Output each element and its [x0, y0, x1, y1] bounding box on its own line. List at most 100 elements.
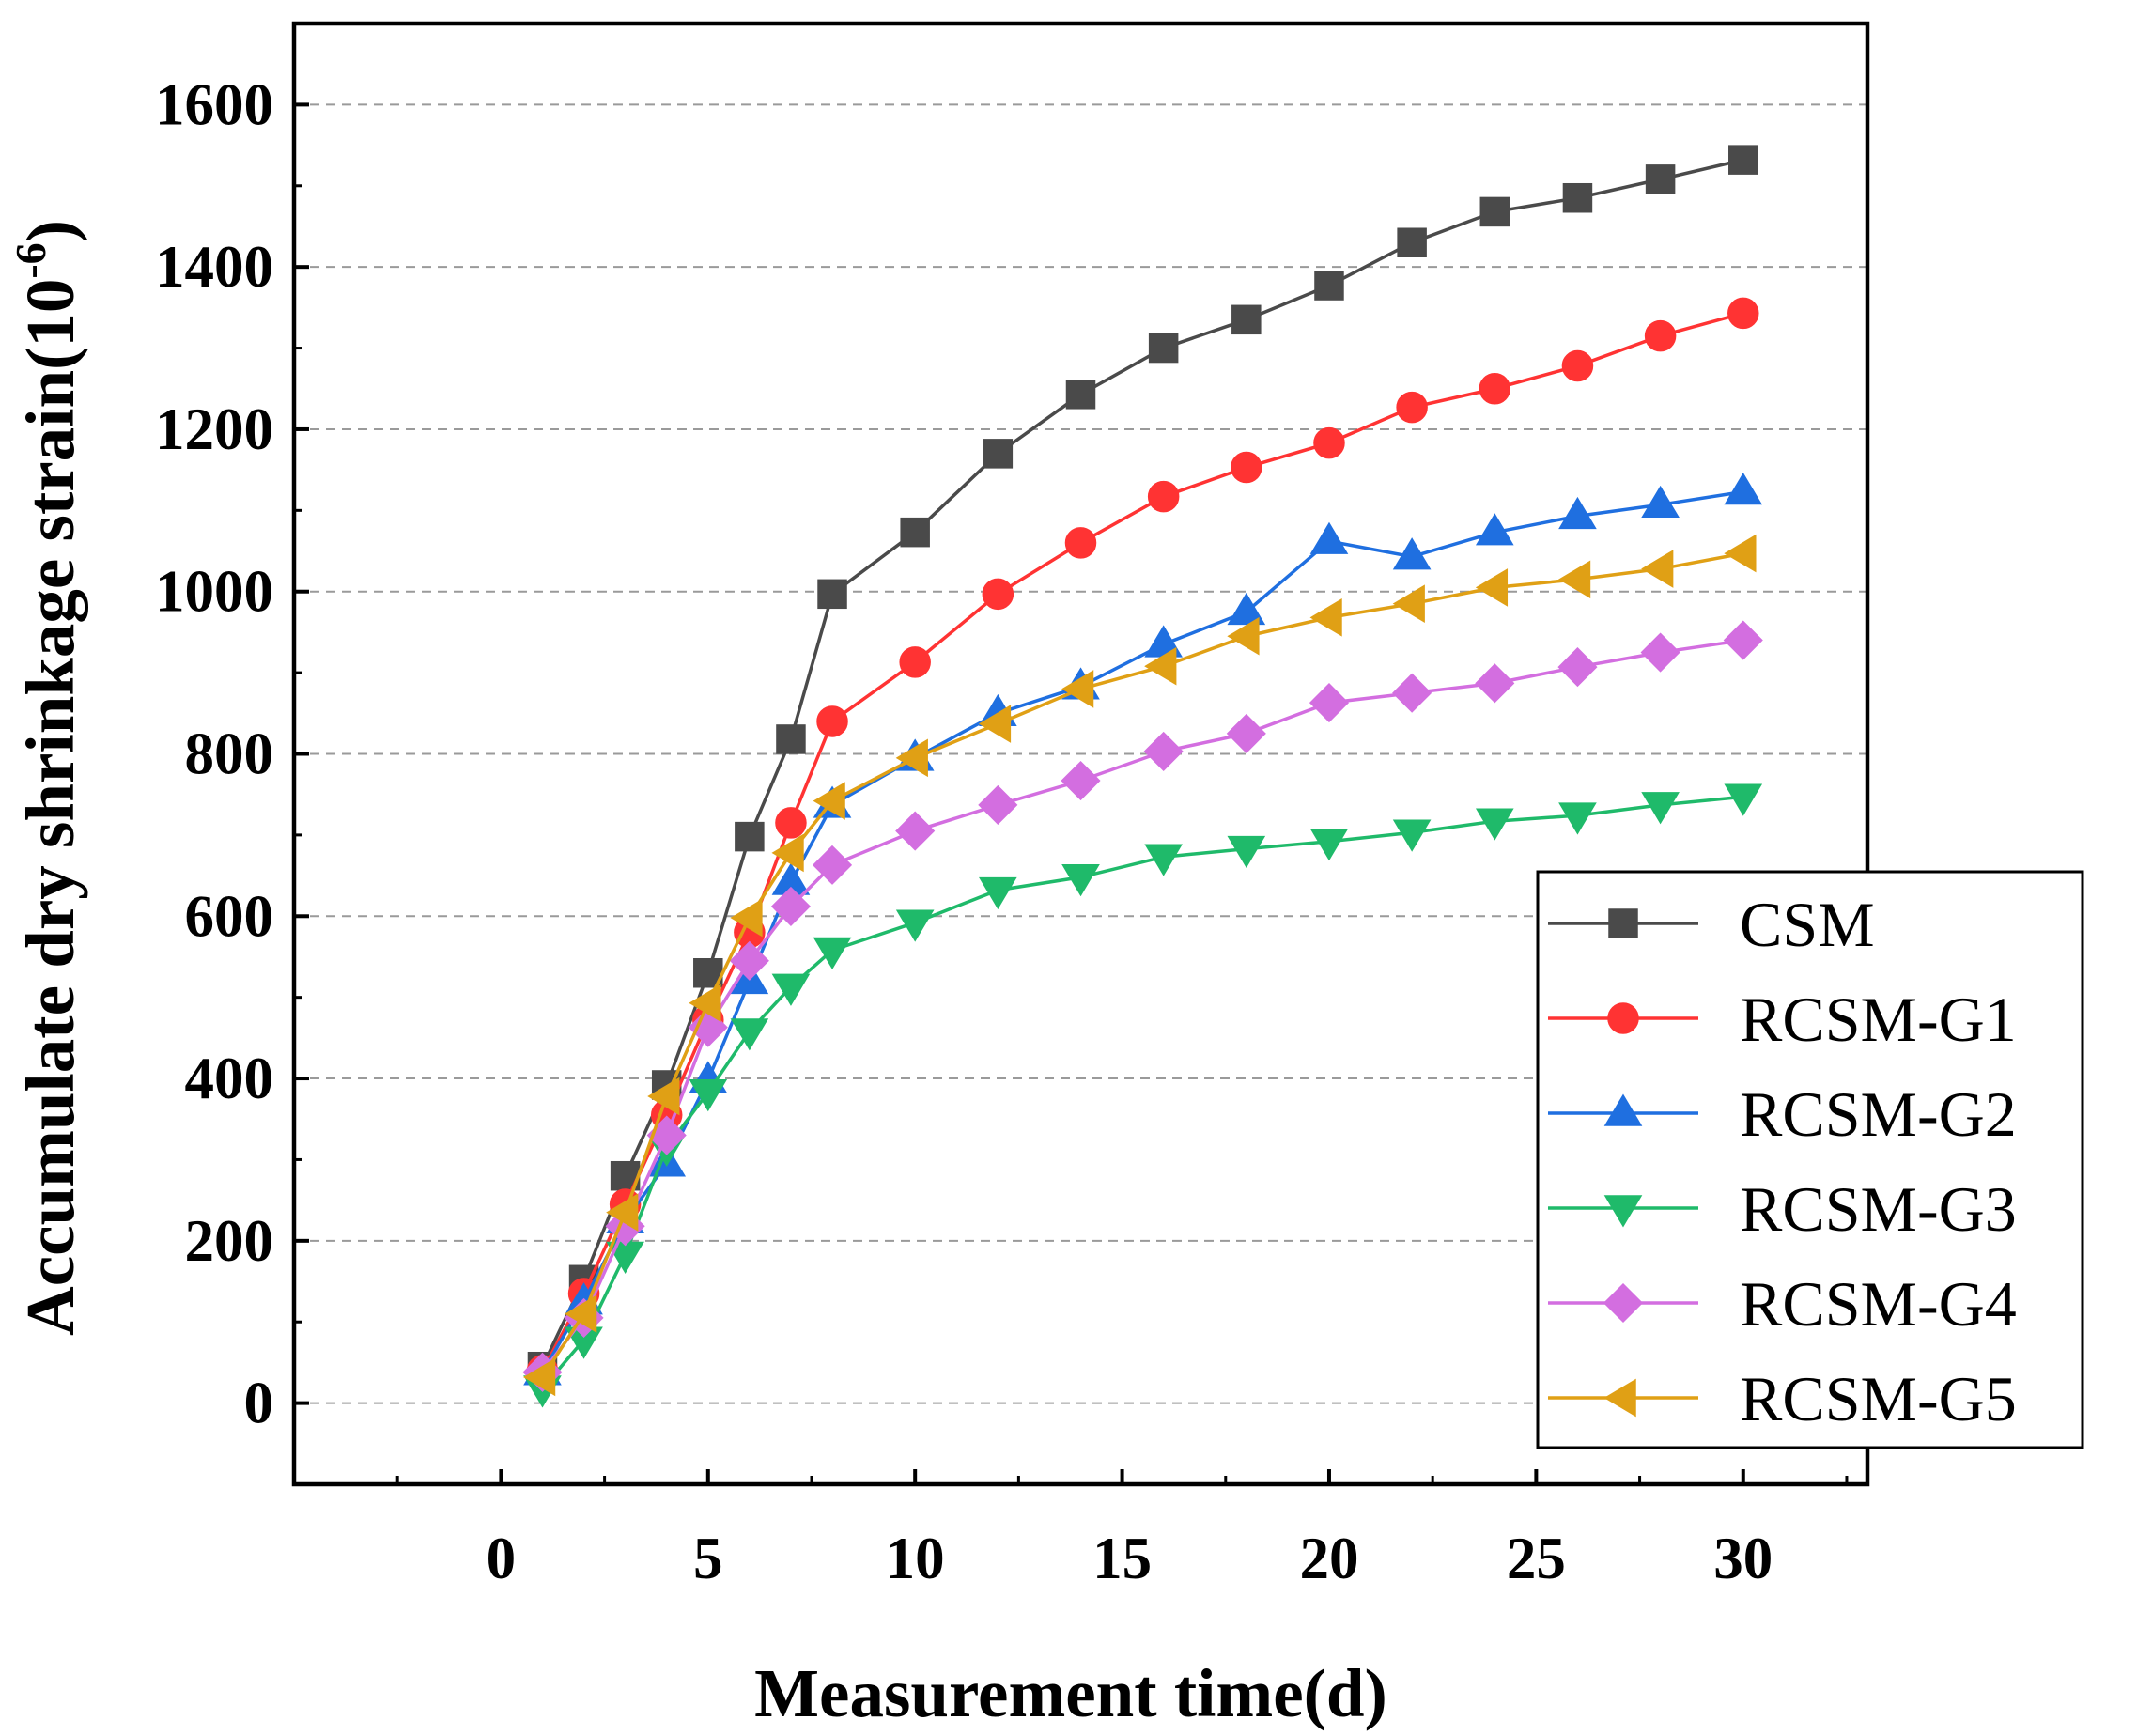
data-point-csm — [817, 579, 847, 610]
x-tick-label: 25 — [1507, 1526, 1566, 1591]
data-point-rcsm-g5 — [565, 1294, 597, 1333]
data-point-rcsm-g5 — [1144, 646, 1177, 686]
legend-marker-csm — [1608, 908, 1638, 938]
legend-label-rcsm-g2: RCSM-G2 — [1740, 1078, 2017, 1150]
data-point-rcsm-g3 — [1227, 835, 1266, 869]
data-point-rcsm-g3 — [771, 973, 811, 1006]
data-point-rcsm-g1 — [982, 578, 1014, 611]
x-axis-title: Measurement time(d) — [754, 1655, 1387, 1731]
data-point-rcsm-g5 — [813, 782, 845, 820]
series-rcsm-g4 — [522, 620, 1763, 1392]
data-point-csm — [1562, 182, 1593, 213]
legend-item-rcsm-g2: RCSM-G2 — [1548, 1078, 2017, 1150]
data-point-rcsm-g4 — [1723, 620, 1763, 660]
legend-marker-rcsm-g4 — [1603, 1282, 1644, 1324]
y-axis-title-superscript: -6 — [7, 242, 54, 278]
y-tick-label: 1000 — [155, 559, 273, 625]
data-point-rcsm-g3 — [1061, 864, 1100, 897]
data-point-rcsm-g3 — [689, 1078, 728, 1112]
grid-lines — [294, 103, 1867, 1404]
data-point-rcsm-g5 — [1724, 534, 1757, 573]
data-point-rcsm-g5 — [606, 1193, 639, 1232]
data-point-rcsm-g2 — [1227, 592, 1266, 626]
data-point-rcsm-g1 — [1147, 480, 1180, 513]
series-layer — [522, 145, 1763, 1408]
data-point-rcsm-g3 — [813, 937, 852, 970]
data-point-csm — [735, 821, 765, 852]
legend-item-rcsm-g3: RCSM-G3 — [1548, 1173, 2017, 1245]
data-point-rcsm-g5 — [1061, 670, 1094, 708]
y-tick-label: 1400 — [155, 234, 273, 300]
legend-label-rcsm-g1: RCSM-G1 — [1740, 984, 2017, 1055]
data-point-rcsm-g2 — [1475, 513, 1514, 546]
series-rcsm-g5 — [523, 534, 1757, 1397]
legend-box — [1536, 870, 2084, 1449]
legend-label-rcsm-g5: RCSM-G5 — [1740, 1363, 2017, 1434]
data-point-rcsm-g3 — [1724, 783, 1763, 816]
legend-marker-rcsm-g2 — [1603, 1093, 1643, 1126]
legend-marker-rcsm-g1 — [1607, 1002, 1639, 1034]
data-point-rcsm-g2 — [1558, 496, 1597, 530]
data-point-csm — [1231, 304, 1262, 335]
data-point-rcsm-g5 — [1475, 568, 1509, 607]
y-tick-label: 1200 — [155, 396, 273, 462]
y-axis-title: Accumulate dry shrinkage strain(10-6) — [7, 220, 88, 1336]
y-tick-label: 0 — [244, 1371, 274, 1436]
data-point-rcsm-g1 — [1644, 319, 1677, 352]
data-point-rcsm-g4 — [770, 886, 812, 926]
y-tick-label: 800 — [185, 721, 274, 787]
data-point-rcsm-g5 — [689, 984, 721, 1023]
data-point-rcsm-g5 — [895, 738, 928, 778]
legend-label-rcsm-g3: RCSM-G3 — [1740, 1173, 2017, 1245]
data-point-csm — [1645, 164, 1676, 194]
x-tick-label: 20 — [1299, 1526, 1358, 1591]
data-point-rcsm-g4 — [1392, 673, 1432, 713]
legend-marker-rcsm-g5 — [1603, 1378, 1636, 1418]
legend: CSM RCSM-G1 RCSM-G2 RCSM-G3 RCSM-G4 RCSM-G5 — [1536, 870, 2084, 1449]
tick-labels: 0 200 400 600 800 1000 1200 1400 1600 0 5 10 15 20 25 3… — [155, 71, 1773, 1591]
y-tick-label: 1600 — [155, 71, 273, 137]
legend-item-rcsm-g1: RCSM-G1 — [1548, 984, 2017, 1055]
data-point-rcsm-g1 — [1561, 349, 1594, 382]
data-point-rcsm-g1 — [1313, 426, 1345, 459]
data-point-rcsm-g4 — [729, 940, 769, 981]
data-point-rcsm-g3 — [1558, 802, 1597, 835]
data-point-rcsm-g3 — [1475, 808, 1514, 841]
data-point-csm — [1479, 196, 1510, 227]
data-point-rcsm-g2 — [1392, 537, 1432, 570]
data-point-csm — [983, 439, 1014, 469]
data-point-rcsm-g5 — [1557, 560, 1591, 599]
data-point-rcsm-g5 — [730, 898, 763, 938]
data-point-rcsm-g1 — [1479, 373, 1511, 405]
data-point-rcsm-g4 — [1475, 663, 1515, 704]
data-point-rcsm-g4 — [895, 811, 936, 851]
data-point-rcsm-g3 — [1641, 792, 1680, 825]
data-point-rcsm-g4 — [1640, 632, 1680, 673]
data-point-rcsm-g1 — [1396, 391, 1428, 424]
data-point-rcsm-g1 — [1727, 297, 1759, 330]
data-point-csm — [1314, 271, 1344, 301]
data-point-rcsm-g1 — [775, 807, 807, 839]
legend-item-rcsm-g5: RCSM-G5 — [1548, 1363, 2017, 1434]
x-tick-label: 5 — [693, 1526, 723, 1591]
data-point-rcsm-g2 — [1309, 521, 1349, 554]
data-point-rcsm-g3 — [979, 876, 1017, 910]
y-tick-label: 200 — [185, 1208, 274, 1274]
y-axis-title-main: Accumulate dry shrinkage strain(10 — [12, 279, 88, 1336]
data-point-rcsm-g4 — [1309, 683, 1350, 723]
data-point-rcsm-g5 — [978, 705, 1012, 743]
data-point-rcsm-g3 — [1309, 829, 1349, 861]
data-point-rcsm-g3 — [1392, 819, 1432, 852]
data-point-rcsm-g1 — [1064, 527, 1097, 559]
data-point-csm — [1148, 333, 1179, 364]
legend-item-csm: CSM — [1548, 889, 1875, 960]
data-point-rcsm-g4 — [812, 845, 853, 885]
data-point-rcsm-g1 — [899, 646, 931, 678]
data-point-rcsm-g5 — [1227, 616, 1260, 656]
data-point-rcsm-g5 — [647, 1077, 680, 1116]
data-point-rcsm-g4 — [1061, 760, 1101, 801]
legend-marker-rcsm-g3 — [1603, 1195, 1643, 1228]
legend-label-rcsm-g4: RCSM-G4 — [1740, 1268, 2017, 1340]
data-point-rcsm-g4 — [978, 784, 1018, 825]
x-tick-label: 15 — [1092, 1526, 1152, 1591]
